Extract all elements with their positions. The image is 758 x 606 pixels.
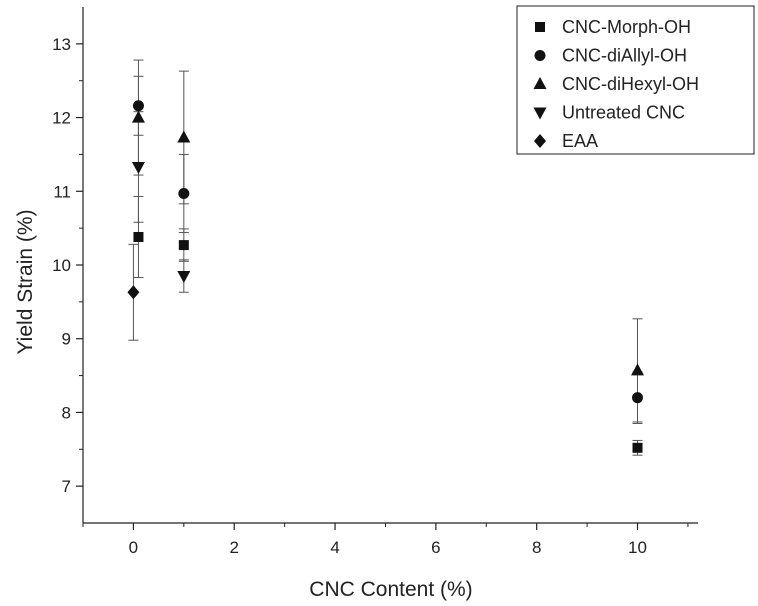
data-point: [631, 363, 645, 376]
legend-marker: [534, 134, 546, 148]
data-point: [127, 285, 140, 300]
legend-box: [516, 5, 755, 155]
data-point: [131, 110, 145, 123]
x-tick-label: 0: [129, 538, 138, 557]
y-tick-label: 8: [62, 403, 71, 422]
data-point: [632, 442, 643, 453]
data-point: [632, 392, 644, 404]
data-point: [178, 187, 190, 199]
data-point: [132, 100, 144, 112]
y-axis-label: Yield Strain (%): [14, 209, 37, 354]
legend-marker: [533, 107, 547, 120]
x-tick-label: 4: [330, 538, 339, 557]
y-tick-label: 9: [62, 330, 71, 349]
legend-label: CNC-diAllyl-OH: [562, 46, 687, 66]
legend-marker: [533, 77, 547, 89]
x-tick-label: 6: [431, 538, 440, 557]
data-point: [177, 130, 191, 143]
legend-marker: [535, 22, 545, 32]
x-tick-label: 2: [229, 538, 238, 557]
data-point: [131, 161, 145, 174]
legend-label: Untreated CNC: [562, 103, 685, 123]
legend: CNC-Morph-OH CNC-diAllyl-OH CNC-diHexyl-OH…: [516, 5, 755, 155]
x-tick-label: 8: [532, 538, 541, 557]
y-tick-label: 10: [52, 256, 71, 275]
legend-marker: [534, 50, 546, 61]
legend-label: CNC-diHexyl-OH: [562, 74, 699, 94]
y-tick-label: 11: [53, 182, 71, 201]
y-tick-label: 12: [52, 109, 71, 128]
data-point: [133, 231, 144, 242]
y-tick-label: 13: [52, 35, 71, 54]
data-point: [177, 271, 191, 284]
data-markers: [127, 100, 645, 453]
legend-label: EAA: [562, 131, 598, 151]
x-tick-label: 10: [628, 538, 647, 557]
legend-label: CNC-Morph-OH: [562, 17, 691, 37]
data-point: [178, 240, 189, 251]
axes: 0 2 4 6 8 10 7 8 9 10 11 12 13: [52, 7, 698, 557]
x-axis-label: CNC Content (%): [309, 578, 472, 601]
y-tick-label: 7: [62, 477, 71, 496]
